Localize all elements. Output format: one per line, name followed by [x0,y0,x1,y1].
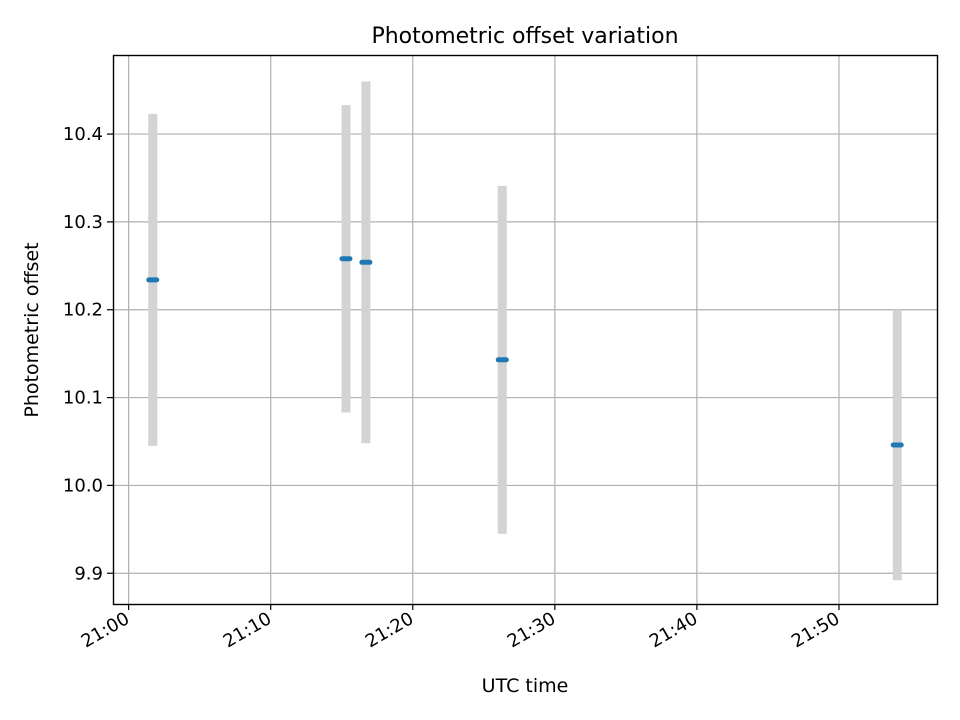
x-axis-label: UTC time [482,675,569,697]
y-axis-label: Photometric offset [21,242,43,417]
y-axis: 9.9 10.0 10.1 10.2 10.3 10.4 [63,124,113,584]
chart-title: Photometric offset variation [371,24,678,49]
y-tick-label: 10.0 [63,475,103,496]
data-points [146,256,904,448]
y-tick-label: 10.2 [63,300,103,321]
y-tick-label: 10.1 [63,388,103,409]
grid-lines [113,55,937,604]
plot-frame [112,54,939,606]
y-tick-label: 9.9 [74,563,103,584]
y-tick-label: 10.3 [63,212,103,233]
y-tick-label: 10.4 [63,124,103,145]
